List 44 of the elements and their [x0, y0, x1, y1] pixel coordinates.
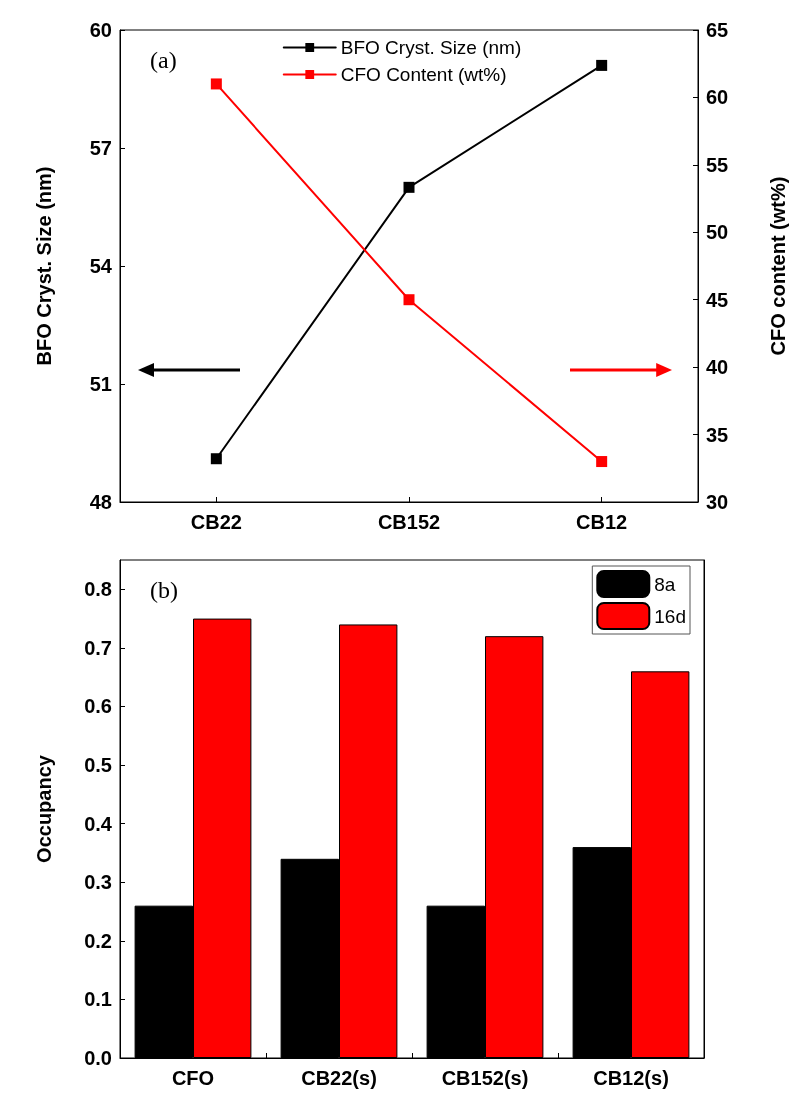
y-tick-label: 57 [89, 137, 112, 159]
annotation: (b) [150, 577, 178, 603]
y-tick-label: 48 [89, 491, 112, 513]
y2-axis-title: CFO content (wt%) [767, 176, 789, 356]
x-tick-label: CB152 [377, 511, 441, 533]
y-tick-label: 0.1 [84, 988, 112, 1011]
y-tick-label: 0.5 [84, 754, 112, 777]
x-tick-label: CB152(s) [441, 1067, 529, 1089]
y-tick-label: 60 [89, 19, 112, 41]
y2-tick-label: 65 [706, 19, 729, 41]
legend-label: 8a [654, 573, 676, 595]
point [596, 59, 608, 71]
y-tick-label: 0.4 [84, 812, 113, 835]
y-tick-label: 0.6 [84, 695, 112, 718]
x-tick-label: CB12(s) [593, 1067, 669, 1089]
y-axis-title: Occupancy [33, 754, 55, 863]
legend-label: BFO Cryst. Size (nm) [340, 37, 522, 58]
y-axis-title: BFO Cryst. Size (nm) [33, 166, 55, 366]
y-tick-label: 0.3 [84, 871, 112, 894]
y-tick-label: 0.0 [84, 1047, 112, 1069]
y2-tick-label: 50 [706, 221, 729, 244]
y2-tick-label: 40 [706, 356, 729, 379]
y2-tick-label: 30 [706, 491, 729, 513]
y2-tick-label: 35 [706, 423, 729, 446]
legend-label: 16d [654, 605, 686, 627]
point [403, 294, 415, 306]
y-tick-label: 0.2 [84, 929, 112, 952]
y-tick-label: 0.8 [84, 578, 112, 601]
x-tick-label: CB12 [576, 511, 628, 533]
y-tick-label: 0.7 [84, 636, 112, 659]
y-tick-label: 51 [89, 373, 112, 395]
x-tick-label: CB22 [190, 511, 242, 533]
y2-tick-label: 45 [706, 288, 729, 311]
y2-tick-label: 60 [706, 86, 729, 109]
point [403, 181, 415, 193]
annotation: (a) [150, 47, 177, 73]
x-tick-label: CB22(s) [301, 1067, 377, 1089]
x-tick-label: CFO [171, 1067, 215, 1089]
point [210, 78, 222, 90]
legend-label: CFO Content (wt%) [340, 64, 507, 85]
point [596, 456, 608, 468]
y2-tick-label: 55 [706, 153, 729, 176]
point [210, 453, 222, 465]
y-tick-label: 54 [89, 255, 113, 277]
